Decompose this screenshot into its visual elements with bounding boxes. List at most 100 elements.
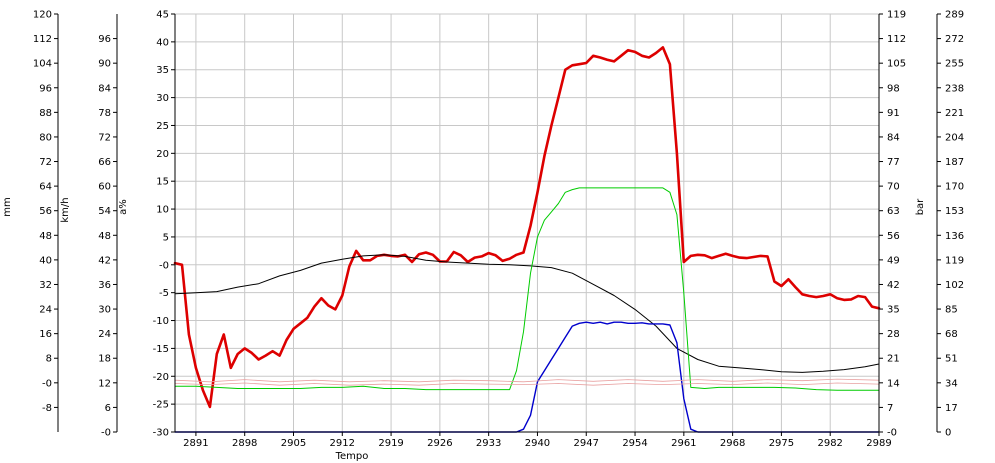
y-tick-label-kmh: 24 xyxy=(98,329,111,340)
y-tick-label-pct: 35 xyxy=(156,65,169,76)
x-tick-label: 2947 xyxy=(574,438,599,449)
y-tick-label-bar: -0 xyxy=(887,428,897,439)
y-tick-label-pct: -5 xyxy=(159,288,169,299)
y-tick-label-pct: -30 xyxy=(153,428,169,439)
y-tick-label-pct: -0 xyxy=(159,260,169,271)
y-tick-label-mm: 8 xyxy=(46,354,52,365)
x-tick-label: 2989 xyxy=(866,438,891,449)
x-tick-label: 2891 xyxy=(183,438,208,449)
x-tick-label: 2919 xyxy=(378,438,403,449)
y-tick-label-bar2: 170 xyxy=(945,182,964,193)
series-line-6 xyxy=(174,382,880,386)
y-tick-label-bar: 77 xyxy=(887,157,900,168)
x-tick-label: 2905 xyxy=(281,438,306,449)
series-group xyxy=(173,46,881,433)
y-tick-label-mm: 48 xyxy=(39,231,52,242)
y-tick-label-kmh: 72 xyxy=(98,132,111,143)
axes-group: 2891 2898 2905 2912 2919 2926 2933 2940 2947 2954… xyxy=(2,10,964,450)
x-tick-label: 2961 xyxy=(671,438,696,449)
y-tick-label-pct: -25 xyxy=(153,400,169,411)
y-tick-label-bar: 42 xyxy=(887,280,900,291)
y-tick-label-bar2: 85 xyxy=(945,305,958,316)
y-tick-label-bar: 49 xyxy=(887,255,900,266)
y-tick-label-mm: -0 xyxy=(42,378,52,389)
y-tick-label-mm: 104 xyxy=(33,59,52,70)
series-line-3 xyxy=(174,187,880,391)
x-tick-label: 2982 xyxy=(817,438,842,449)
y-tick-label-mm: 88 xyxy=(39,108,52,119)
y-tick-label-kmh: 48 xyxy=(98,231,111,242)
y-tick-label-bar2: 51 xyxy=(945,354,958,365)
x-tick-label: 2912 xyxy=(330,438,355,449)
x-axis-label: Tempo xyxy=(335,451,369,462)
y-tick-label-bar2: 119 xyxy=(945,255,964,266)
y-tick-label-kmh: 96 xyxy=(98,34,111,45)
y-tick-label-mm: 16 xyxy=(39,329,52,340)
x-tick-label: 2968 xyxy=(720,438,745,449)
y-tick-label-pct: 25 xyxy=(156,121,169,132)
y-tick-label-kmh: 78 xyxy=(98,108,111,119)
y-tick-label-bar: 56 xyxy=(887,231,900,242)
y-tick-label-mm: 80 xyxy=(39,132,52,143)
y-tick-label-kmh: 6 xyxy=(105,403,111,414)
axis-label-mm: mm xyxy=(2,197,13,216)
y-tick-label-kmh: 60 xyxy=(98,182,111,193)
y-tick-label-pct: -10 xyxy=(153,316,169,327)
series-line-5 xyxy=(174,378,880,383)
y-tick-label-mm: 64 xyxy=(39,182,52,193)
y-tick-label-pct: 40 xyxy=(156,37,169,48)
y-tick-label-mm: 112 xyxy=(33,34,52,45)
y-tick-label-bar2: 221 xyxy=(945,108,964,119)
y-tick-label-bar: 70 xyxy=(887,182,900,193)
y-tick-label-bar2: 272 xyxy=(945,34,964,45)
y-tick-label-mm: 24 xyxy=(39,305,52,316)
y-tick-label-bar: 84 xyxy=(887,132,900,143)
series-line-4 xyxy=(174,321,880,433)
y-tick-label-bar2: 289 xyxy=(945,10,964,21)
y-tick-label-kmh: 84 xyxy=(98,83,111,94)
y-tick-label-kmh: 54 xyxy=(98,206,111,217)
y-tick-label-mm: 120 xyxy=(33,10,52,21)
y-tick-label-pct: 10 xyxy=(156,205,169,216)
axis-label-kmh: km/h xyxy=(60,197,71,222)
y-tick-label-mm: 40 xyxy=(39,255,52,266)
y-tick-label-bar2: 187 xyxy=(945,157,964,168)
y-tick-label-pct: -20 xyxy=(153,372,169,383)
x-tick-label: 2933 xyxy=(476,438,501,449)
y-tick-label-bar: 35 xyxy=(887,305,900,316)
x-tick-label: 2926 xyxy=(427,438,452,449)
y-tick-label-bar2: 238 xyxy=(945,83,964,94)
series-line-1 xyxy=(173,46,881,409)
y-tick-label-bar2: 34 xyxy=(945,378,958,389)
axis-label-bar: bar xyxy=(915,198,926,215)
y-tick-label-bar2: 17 xyxy=(945,403,958,414)
y-tick-label-mm: 56 xyxy=(39,206,52,217)
y-tick-label-pct: -15 xyxy=(153,344,169,355)
y-tick-label-bar: 7 xyxy=(887,403,893,414)
y-tick-label-bar: 14 xyxy=(887,378,900,389)
y-tick-label-bar2: 136 xyxy=(945,231,964,242)
y-tick-label-mm: 32 xyxy=(39,280,52,291)
y-tick-label-pct: 30 xyxy=(156,93,169,104)
y-tick-label-bar: 105 xyxy=(887,59,906,70)
y-tick-label-bar: 28 xyxy=(887,329,900,340)
x-tick-label: 2954 xyxy=(622,438,647,449)
y-tick-label-bar2: 204 xyxy=(945,132,964,143)
y-tick-label-kmh: 12 xyxy=(98,378,111,389)
axis-label-pct: a% xyxy=(118,199,129,215)
y-tick-label-kmh: 36 xyxy=(98,280,111,291)
y-tick-label-bar: 63 xyxy=(887,206,900,217)
y-tick-label-pct: 20 xyxy=(156,149,169,160)
y-tick-label-bar2: 102 xyxy=(945,280,964,291)
y-tick-label-mm: 72 xyxy=(39,157,52,168)
y-tick-label-pct: 15 xyxy=(156,177,169,188)
x-tick-label: 2975 xyxy=(769,438,794,449)
y-tick-label-pct: 5 xyxy=(163,232,169,243)
y-tick-label-kmh: 18 xyxy=(98,354,111,365)
y-tick-label-bar: 21 xyxy=(887,354,900,365)
y-tick-label-kmh: -0 xyxy=(101,428,111,439)
y-tick-label-bar2: 255 xyxy=(945,59,964,70)
y-tick-label-kmh: 66 xyxy=(98,157,111,168)
